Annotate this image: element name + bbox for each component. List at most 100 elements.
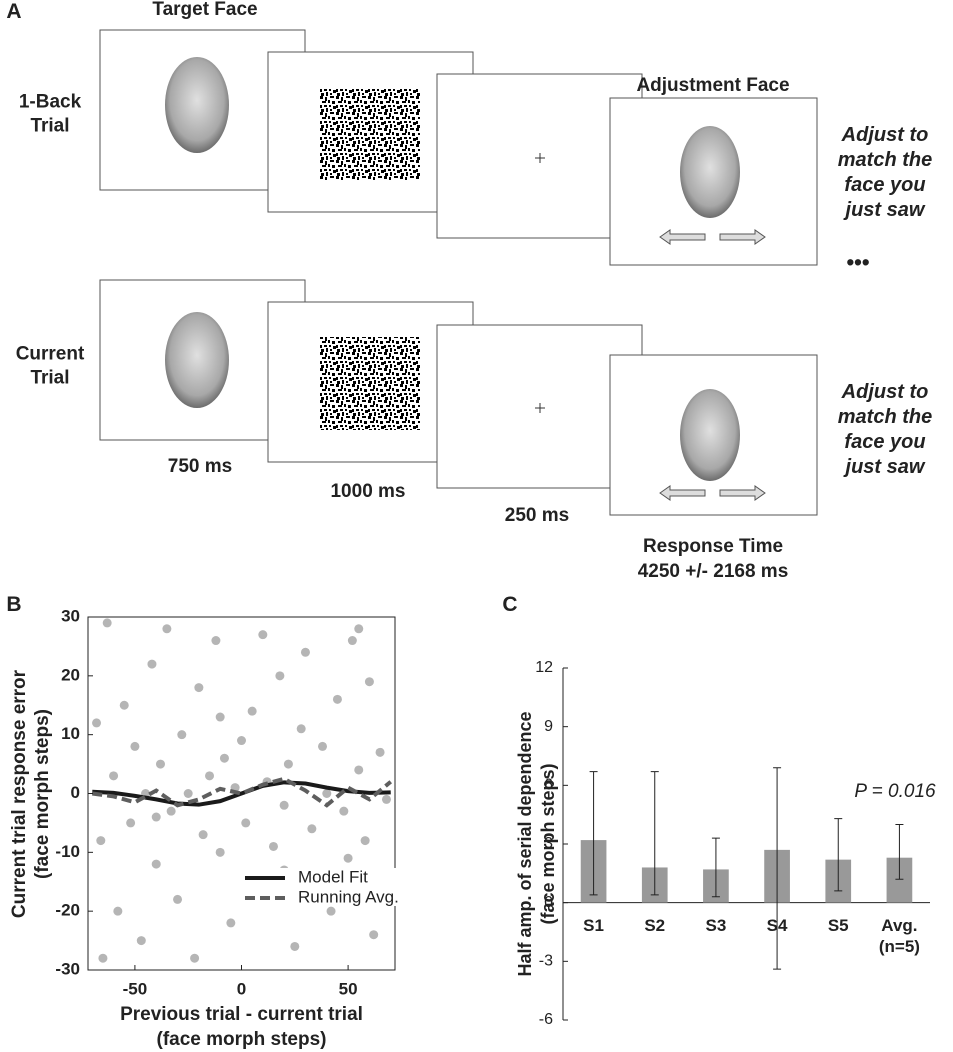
point xyxy=(326,906,336,916)
duration: Response Time xyxy=(642,536,784,558)
x-tick-label: Avg. (n=5) xyxy=(878,915,920,956)
x-tick-label: S2 xyxy=(644,915,666,935)
y-tick-label: 0 xyxy=(544,894,553,911)
point xyxy=(136,936,146,946)
point xyxy=(290,941,300,951)
duration: 4250 +/- 2168 ms xyxy=(637,561,789,583)
y-tick-label: -3 xyxy=(539,953,553,970)
x-tick-label: -50 xyxy=(123,979,148,998)
point xyxy=(369,930,379,940)
y-axis-label: (face morph steps) xyxy=(537,763,558,925)
duration: 1000 ms xyxy=(330,481,406,503)
trial-row xyxy=(99,29,818,266)
face xyxy=(165,312,229,408)
caption: Adjustment Face xyxy=(636,75,790,97)
error-bar xyxy=(773,767,782,970)
point xyxy=(339,806,349,816)
point xyxy=(183,789,193,798)
point xyxy=(162,624,172,634)
point xyxy=(300,647,310,657)
point xyxy=(151,859,161,869)
point xyxy=(226,918,236,928)
y-tick-label: 20 xyxy=(61,665,80,684)
arrow xyxy=(719,485,766,501)
point xyxy=(241,818,251,828)
x-tick-label: S1 xyxy=(583,915,604,935)
point xyxy=(130,741,140,751)
error-bar xyxy=(711,837,720,898)
fixation xyxy=(535,403,545,413)
point xyxy=(381,794,391,804)
point xyxy=(119,700,129,710)
point xyxy=(375,747,385,757)
point xyxy=(155,759,165,769)
point xyxy=(307,824,317,834)
point xyxy=(102,618,112,628)
y-tick-label: 0 xyxy=(71,783,80,802)
point xyxy=(173,894,183,904)
point xyxy=(332,694,342,704)
y-tick-label: 9 xyxy=(544,718,553,735)
point xyxy=(275,671,285,681)
point xyxy=(215,712,225,722)
arrow xyxy=(719,229,766,245)
error-bar xyxy=(650,771,659,896)
y-tick-label: -10 xyxy=(55,842,80,861)
arrow xyxy=(659,229,706,245)
y-tick-label: 30 xyxy=(61,606,80,625)
row-label: Current Trial xyxy=(15,343,85,388)
x-tick-label: 50 xyxy=(339,979,358,998)
point xyxy=(296,724,306,734)
x-axis-label: Previous trial - current trial xyxy=(120,1004,363,1026)
instruction: Adjust to match the face you just saw xyxy=(837,124,933,221)
point xyxy=(343,853,353,863)
y-tick-label: -6 xyxy=(539,1011,553,1028)
point xyxy=(258,630,268,640)
instruction: Adjust to match the face you just saw xyxy=(837,381,933,478)
caption: Target Face xyxy=(152,0,258,21)
point xyxy=(177,730,187,740)
point xyxy=(96,836,106,846)
point xyxy=(190,953,200,963)
y-axis-label: Current trial response error xyxy=(9,669,31,918)
point xyxy=(354,765,364,775)
fixation xyxy=(535,153,545,163)
row-label: 1-Back Trial xyxy=(18,91,82,136)
panel-label: B xyxy=(6,592,22,616)
point xyxy=(219,753,229,763)
point xyxy=(247,706,257,716)
point xyxy=(354,624,364,634)
face xyxy=(680,126,740,218)
y-tick-label: 12 xyxy=(535,659,553,676)
legend-label: Running Avg. xyxy=(298,887,399,906)
point xyxy=(205,771,215,781)
noise-mask xyxy=(320,337,420,430)
legend-box xyxy=(243,868,418,906)
y-axis-label: (face morph steps) xyxy=(32,708,54,879)
point xyxy=(237,736,246,746)
x-tick-label: S3 xyxy=(705,915,727,935)
legend-label: Model Fit xyxy=(298,867,368,886)
line xyxy=(91,776,393,808)
arrow xyxy=(659,485,706,501)
error-bar xyxy=(834,818,843,892)
point xyxy=(322,789,332,798)
point xyxy=(283,759,293,769)
panel-label: C xyxy=(502,592,518,616)
face xyxy=(165,57,229,153)
x-axis-label: (face morph steps) xyxy=(156,1029,327,1051)
panel-label: A xyxy=(6,0,22,23)
face xyxy=(680,389,740,481)
y-tick-label: 3 xyxy=(544,835,553,852)
y-tick-label: -30 xyxy=(55,959,80,978)
x-tick-label: S4 xyxy=(766,915,788,935)
point xyxy=(98,953,108,963)
point xyxy=(92,718,102,728)
y-tick-label: -20 xyxy=(55,901,80,920)
duration: 250 ms xyxy=(504,505,570,527)
x-tick-label: 0 xyxy=(237,979,246,998)
noise-mask xyxy=(320,88,420,180)
duration: 750 ms xyxy=(167,456,233,478)
